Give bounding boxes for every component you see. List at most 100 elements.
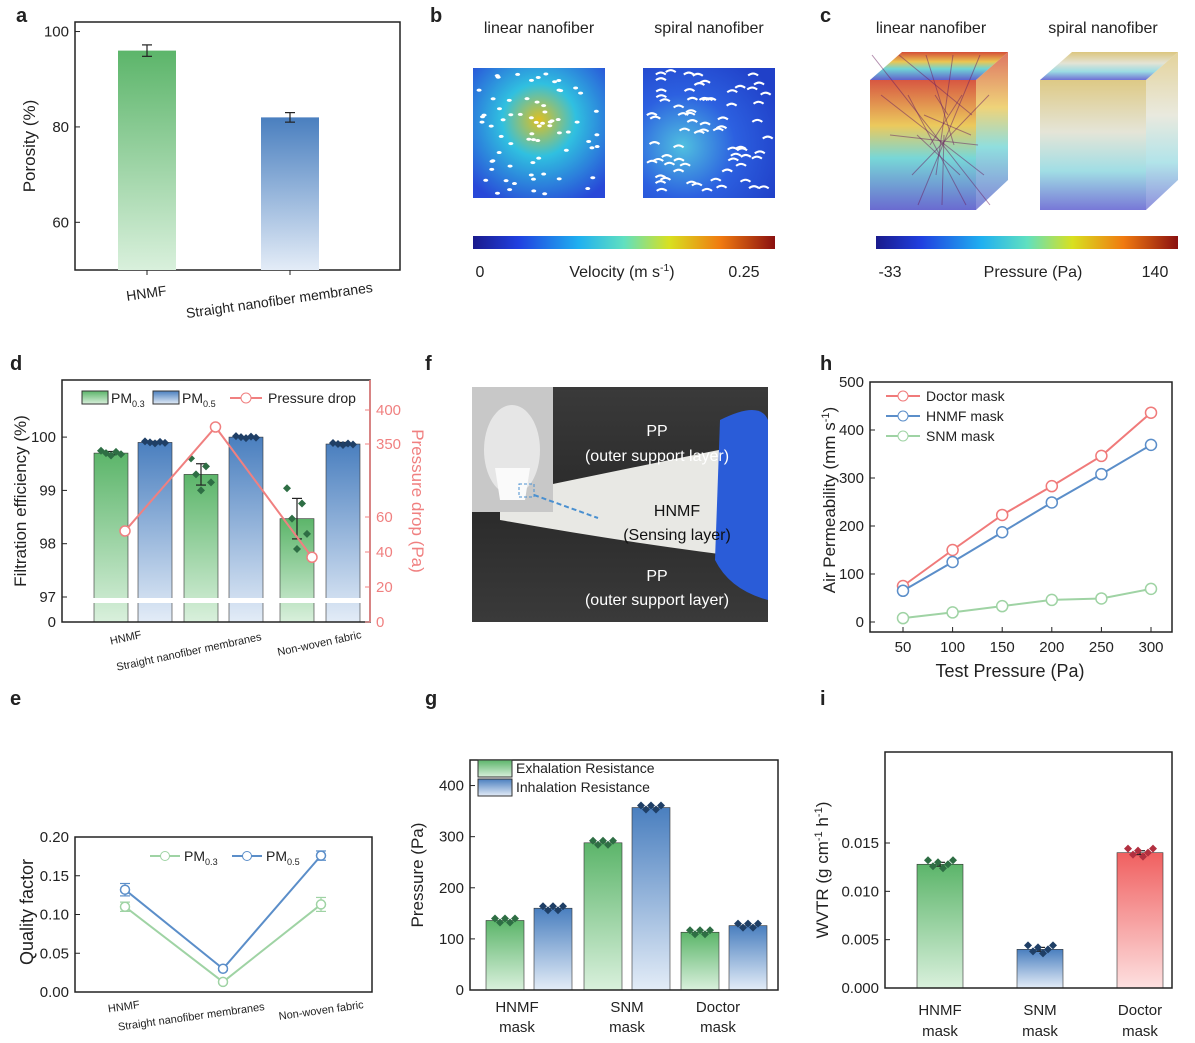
y-tick-label: 0.000 [841,980,879,997]
fiber-cross-section [721,168,733,173]
data-point [604,840,612,849]
legend-label: Pressure drop [268,390,356,406]
data-point [637,801,645,810]
fiber-cross-section [594,133,600,137]
series-line [902,587,1152,620]
bar-inhalation [533,907,573,991]
data-point [896,611,910,625]
fiber-cross-section [535,75,541,79]
fiber-line [934,94,949,116]
legend-marker [242,851,252,861]
x-tick-label: Doctor [1118,1002,1162,1019]
fiber-cross-section [735,145,747,150]
y-tick-label: 0 [856,614,864,631]
data-point [217,976,229,988]
data-point [491,914,499,923]
pressure-drop-point [306,551,318,563]
fiber-cross-section [496,151,502,155]
data-point [1045,479,1059,493]
y-tick-label: 99 [39,482,56,499]
y-tick-label: 60 [52,214,69,231]
fiber-cross-section [715,184,728,189]
y-tick-label: 400 [439,778,464,795]
y-tick-label: 100 [44,24,69,41]
data-point [1144,438,1158,452]
fiber-cross-section [673,104,685,109]
data-point [554,906,562,915]
legend-swatch-pm05 [152,390,180,405]
bar-pm05 [325,443,361,623]
colorbar-label: Velocity (m s-1) [569,263,674,281]
bar-0 [118,50,176,270]
data-point [944,860,952,869]
data-point [511,914,519,923]
y2-tick-label: 350 [376,436,401,453]
series-line [902,411,1152,587]
y2-tick-label: 20 [376,579,393,596]
fiber-cross-section [691,182,703,187]
legend-label: SNM mask [926,428,995,444]
series-line [124,854,322,971]
data-point [1144,848,1152,857]
fiber-line [911,94,990,176]
y-axis-label: WVTR (g cm-1 h-1) [813,802,832,939]
panel-c-title: linear nanofiber [876,20,987,37]
data-point [252,433,260,442]
y-tick-label: 0.20 [40,829,69,846]
fiber-cross-section [556,177,562,181]
bar-pm05 [137,442,173,623]
y-tick-label: 98 [39,536,56,553]
bar-pm05 [228,436,264,623]
fiber-cross-section [673,157,685,162]
cube-linear-side [976,52,1008,210]
fiber-cross-section [586,139,592,143]
data-point [1124,844,1132,853]
colorbar-max: 140 [1142,264,1169,281]
cube-spiral-top [1040,52,1178,80]
y-tick-label: 0 [456,982,464,999]
data-point [539,902,547,911]
legend-label: PM0.3 [184,848,218,867]
bar-1 [1016,949,1064,989]
colorbar-max: 0.25 [728,264,759,281]
fiber-cross-section [701,187,713,192]
y-tick-label: 0.05 [40,945,69,962]
cube-spiral-front [1040,80,1146,210]
data-point [202,462,210,471]
x-tick-label: SNM [610,999,643,1016]
fiber-line [941,134,945,206]
fiber-cross-section [646,159,658,164]
chart-h-axes [869,381,1173,633]
bar-2 [1116,852,1164,989]
data-point [609,836,617,845]
x-tick-label: Non-woven fabric [278,999,365,1023]
fiber-cross-section [489,167,495,171]
inset-highlight-box [518,483,535,498]
fiber-cross-section [511,182,517,186]
legend-label: Inhalation Resistance [516,779,650,795]
y-tick-label: 100 [439,931,464,948]
fiber-cross-section [739,178,752,183]
data-point [107,451,115,460]
fiber-cross-section [515,72,521,76]
fiber-cross-section [536,124,542,128]
data-point [599,836,607,845]
legend-marker [897,410,909,422]
fiber-cross-section [535,139,541,143]
fiber-cross-section [726,102,738,107]
fiber-cross-section [528,116,534,120]
data-point [303,529,311,538]
panel-label-g: g [425,688,437,710]
fiber-cross-section [526,137,532,141]
fiber-cross-section [648,141,661,145]
y-tick-label: 300 [439,829,464,846]
chart-a-axes [74,21,401,271]
membrane-layers [500,440,768,560]
y-tick-label: 0.00 [40,984,69,1001]
fiber-cross-section [594,145,600,149]
x-tick-label: 50 [895,639,912,656]
data-point [686,926,694,935]
legend-label: HNMF mask [926,408,1005,424]
data-point [1045,496,1059,509]
chart-g-axes [469,759,779,991]
